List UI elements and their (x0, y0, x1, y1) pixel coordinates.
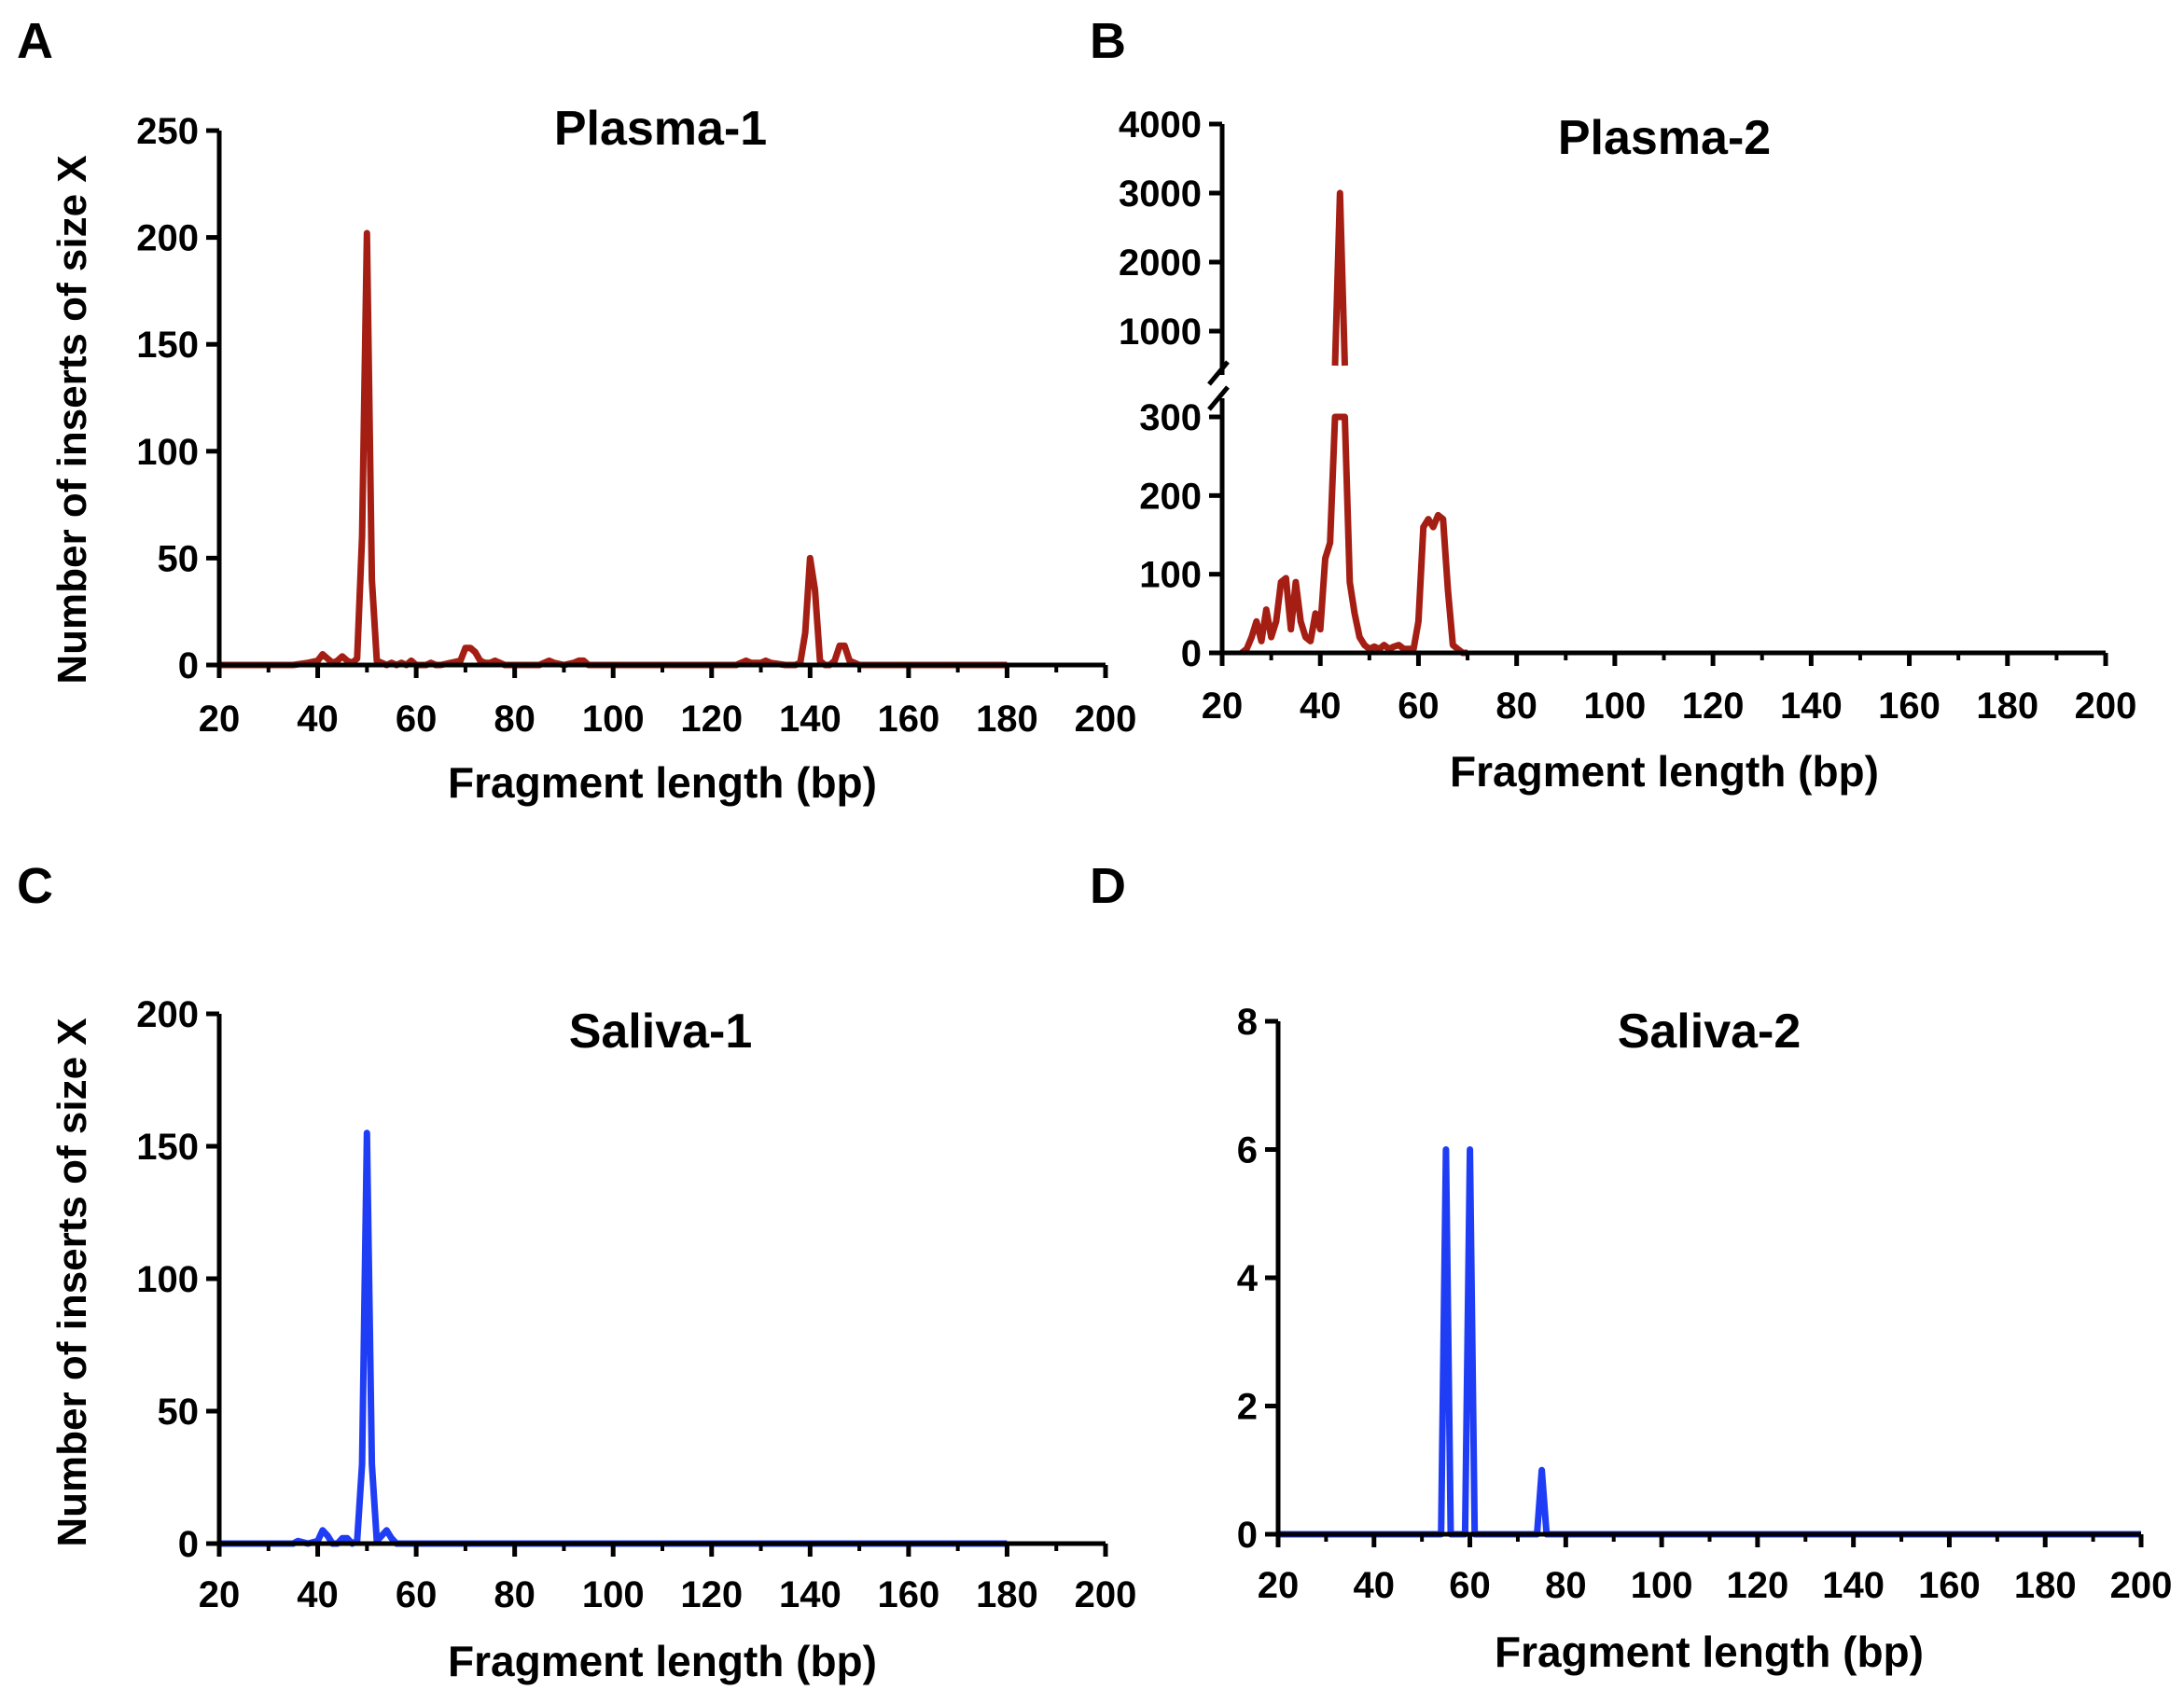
x-tick-label: 180 (976, 699, 1038, 740)
y-tick-label: 50 (158, 538, 200, 579)
panel-letter: A (17, 13, 53, 69)
y-tick-label: 8 (1237, 1002, 1258, 1043)
x-tick-label: 120 (680, 1574, 743, 1615)
x-tick-label: 140 (1822, 1565, 1885, 1606)
x-tick-label: 120 (1727, 1565, 1789, 1606)
x-tick-label: 160 (878, 699, 940, 740)
y-tick-label: 150 (136, 1127, 199, 1168)
x-tick-label: 200 (2110, 1565, 2173, 1606)
x-tick-label: 200 (1075, 1574, 1137, 1615)
chart-title: Plasma-2 (1558, 111, 1771, 165)
y-tick-label: 0 (178, 645, 199, 686)
x-tick-label: 120 (680, 699, 743, 740)
y-tick-label: 1000 (1119, 312, 1202, 353)
x-tick-label: 180 (976, 1574, 1038, 1615)
y-tick-label: 4 (1237, 1258, 1259, 1299)
x-tick-label: 100 (582, 1574, 645, 1615)
x-tick-label: 20 (199, 1574, 241, 1615)
x-tick-label: 160 (878, 1574, 940, 1615)
y-tick-label: 300 (1139, 397, 1202, 438)
x-tick-label: 120 (1682, 686, 1745, 727)
x-tick-label: 100 (1631, 1565, 1693, 1606)
x-axis-label: Fragment length (bp) (448, 1637, 877, 1685)
chart-title: Plasma-1 (554, 102, 767, 156)
chart-panel-a: A Plasma-1 20 40 60 80 100 120 140 160 180 200 Fragm… (17, 13, 1136, 807)
x-axis-label: Fragment length (bp) (448, 758, 877, 807)
x-tick-label: 80 (1545, 1565, 1587, 1606)
y-tick-label: 100 (136, 1259, 199, 1300)
y-tick-label: 0 (1181, 633, 1202, 674)
panel-letter: D (1090, 858, 1126, 914)
x-tick-label: 80 (1495, 686, 1537, 727)
y-tick-label: 200 (136, 218, 199, 259)
x-tick-label: 160 (1918, 1565, 1981, 1606)
series-line (219, 1129, 1008, 1547)
y-tick-label: 200 (1139, 476, 1202, 517)
y-tick-label: 6 (1237, 1130, 1258, 1171)
x-tick-label: 140 (1780, 686, 1843, 727)
x-tick-label: 60 (396, 1574, 438, 1615)
x-tick-label: 80 (494, 1574, 536, 1615)
x-tick-label: 20 (199, 699, 241, 740)
y-tick-label: 4000 (1119, 104, 1202, 145)
x-tick-label: 140 (779, 699, 842, 740)
x-tick-label: 140 (779, 1574, 842, 1615)
panel-letter: C (17, 858, 53, 914)
x-tick-label: 180 (2014, 1565, 2077, 1606)
y-tick-label: 250 (136, 111, 199, 152)
series-line (219, 229, 1008, 669)
panel-letter: B (1090, 13, 1126, 69)
x-tick-label: 180 (1976, 686, 2038, 727)
series-line (1278, 1146, 2141, 1538)
y-tick-label: 200 (136, 994, 199, 1035)
series-line-upper (1331, 189, 1348, 367)
x-tick-label: 40 (1300, 686, 1342, 727)
x-axis-label: Fragment length (bp) (1450, 747, 1879, 796)
x-tick-label: 60 (1449, 1565, 1491, 1606)
chart-title: Saliva-2 (1618, 1004, 1801, 1059)
x-tick-label: 20 (1202, 686, 1244, 727)
x-tick-label: 200 (1075, 699, 1137, 740)
y-axis-label: Number of inserts of size X (49, 1018, 95, 1546)
x-tick-label: 40 (297, 1574, 339, 1615)
y-tick-label: 2 (1237, 1387, 1258, 1428)
y-tick-label: 150 (136, 325, 199, 366)
x-tick-label: 60 (1398, 686, 1440, 727)
y-tick-label: 100 (1139, 555, 1202, 596)
y-tick-label: 2000 (1119, 242, 1202, 284)
chart-panel-c: C Saliva-1 20 40 60 80 100 120 140 160 180 200 Fragm… (17, 858, 1136, 1685)
x-tick-label: 40 (1354, 1565, 1396, 1606)
x-tick-label: 160 (1878, 686, 1941, 727)
x-tick-label: 100 (1584, 686, 1647, 727)
x-tick-label: 100 (582, 699, 645, 740)
y-axis-label: Number of inserts of size X (49, 155, 95, 684)
y-tick-label: 0 (178, 1524, 199, 1565)
x-axis-label: Fragment length (bp) (1495, 1628, 1924, 1676)
axis-break-mark (1207, 360, 1230, 386)
x-tick-label: 60 (396, 699, 438, 740)
chart-title: Saliva-1 (569, 1004, 753, 1059)
x-tick-label: 80 (494, 699, 536, 740)
y-tick-label: 50 (158, 1392, 200, 1433)
chart-panel-b: B Plasma-2 20 40 60 80 100 120 140 160 180 200 Fragm… (1090, 13, 2136, 796)
x-tick-label: 20 (1258, 1565, 1300, 1606)
x-tick-label: 40 (297, 699, 339, 740)
series-line-lower (1239, 413, 1468, 657)
y-tick-label: 0 (1237, 1515, 1258, 1556)
axis-break-mark (1207, 385, 1230, 411)
x-tick-label: 200 (2075, 686, 2137, 727)
y-tick-label: 3000 (1119, 173, 1202, 215)
y-tick-label: 100 (136, 432, 199, 473)
